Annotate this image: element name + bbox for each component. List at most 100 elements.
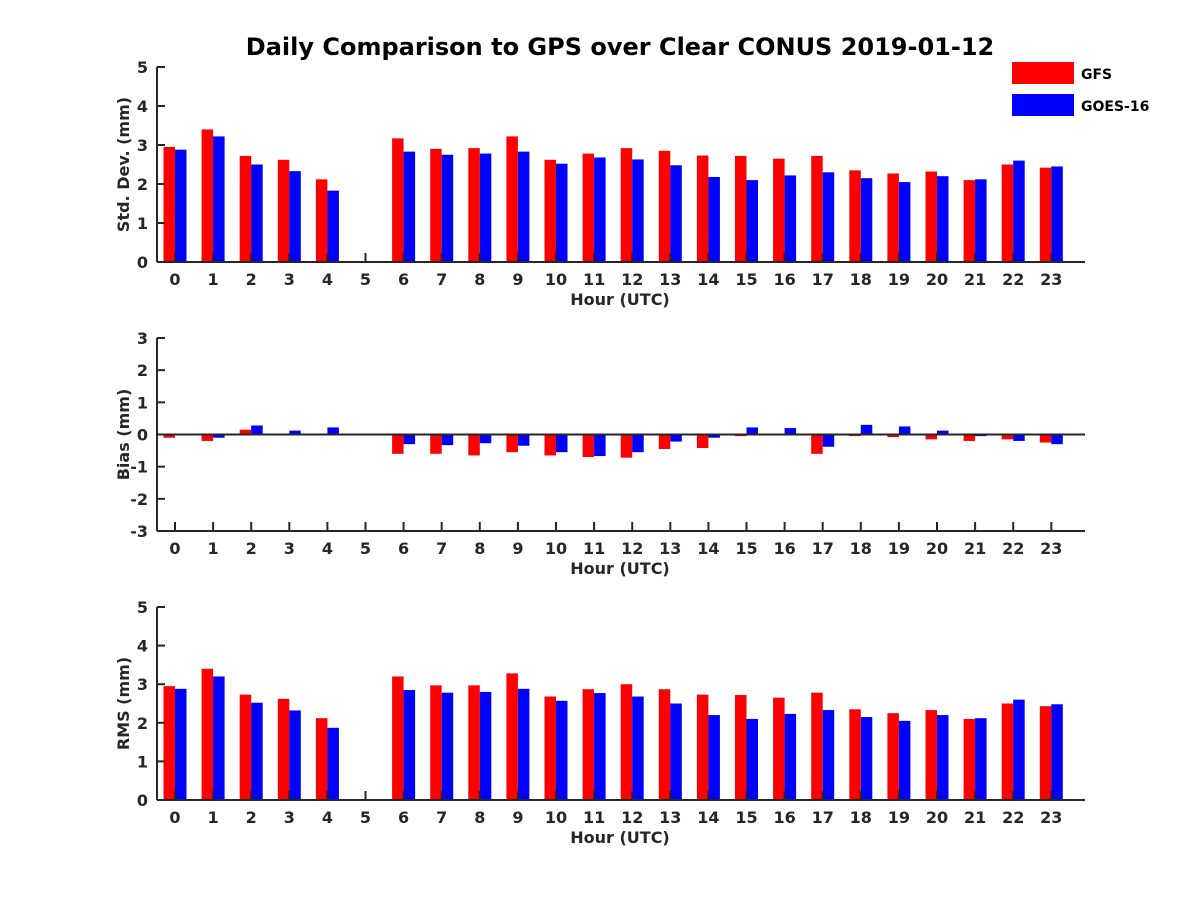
bar-gfs-hour-6 (392, 138, 404, 262)
x-tick-label: 7 (436, 808, 447, 827)
bar-goes-16-hour-21 (975, 718, 987, 800)
bar-goes-16-hour-18 (860, 178, 873, 262)
x-tick-label: 12 (621, 270, 643, 289)
x-tick-label: 16 (773, 808, 795, 827)
bar-gfs-hour-6 (392, 676, 404, 800)
bar-goes-16-hour-9 (517, 434, 530, 446)
y-tick-label: 3 (137, 329, 148, 348)
x-tick-label: 17 (812, 539, 834, 558)
bar-gfs-hour-9 (506, 673, 518, 800)
bar-gfs-hour-19 (887, 173, 899, 262)
y-axis-label: Std. Dev. (mm) (114, 97, 133, 232)
bar-gfs-hour-15 (735, 695, 747, 800)
bar-gfs-hour-0 (163, 146, 175, 262)
bar-gfs-hour-13 (658, 689, 671, 800)
x-tick-label: 0 (169, 270, 180, 289)
bar-goes-16-hour-4 (327, 190, 339, 262)
bar-goes-16-hour-17 (822, 434, 835, 447)
x-tick-label: 2 (246, 808, 257, 827)
x-tick-label: 8 (474, 808, 485, 827)
bar-gfs-hour-10 (544, 696, 556, 800)
bar-gfs-hour-21 (963, 180, 976, 262)
bar-gfs-hour-0 (163, 434, 175, 438)
bar-gfs-hour-12 (620, 148, 633, 262)
legend-label: GFS (1081, 67, 1112, 83)
y-tick-label: 5 (137, 58, 148, 77)
bar-gfs-hour-12 (620, 684, 633, 800)
x-tick-label: 18 (850, 808, 872, 827)
bar-gfs-hour-11 (582, 434, 595, 458)
x-tick-label: 1 (208, 808, 219, 827)
bar-goes-16-hour-3 (289, 710, 301, 800)
bar-gfs-hour-8 (468, 434, 480, 456)
y-tick-label: 2 (137, 361, 148, 380)
x-tick-label: 8 (474, 539, 485, 558)
x-tick-label: 5 (360, 270, 371, 289)
y-tick-label: 4 (137, 637, 148, 656)
x-tick-label: 21 (964, 808, 986, 827)
y-tick-label: 0 (137, 426, 148, 445)
bar-goes-16-hour-19 (898, 426, 911, 435)
bar-goes-16-hour-13 (670, 165, 682, 262)
x-axis-label: Hour (UTC) (570, 290, 670, 309)
bar-goes-16-hour-8 (479, 434, 492, 444)
x-tick-label: 3 (284, 539, 295, 558)
bar-gfs-hour-22 (1001, 164, 1014, 262)
x-tick-label: 17 (812, 270, 834, 289)
bar-goes-16-hour-19 (898, 182, 911, 262)
x-tick-label: 22 (1002, 539, 1024, 558)
bar-goes-16-hour-12 (632, 159, 644, 262)
x-axis-label: Hour (UTC) (570, 559, 670, 578)
bar-goes-16-hour-2 (251, 164, 263, 262)
y-tick-label: 5 (137, 598, 148, 617)
bar-goes-16-hour-2 (251, 702, 263, 800)
bar-gfs-hour-4 (315, 179, 328, 262)
bar-goes-16-hour-22 (1013, 160, 1025, 262)
bar-gfs-hour-14 (696, 434, 709, 449)
x-tick-label: 14 (697, 539, 719, 558)
bar-gfs-hour-20 (925, 171, 937, 262)
bar-gfs-hour-11 (582, 153, 595, 262)
bar-gfs-hour-19 (887, 434, 899, 438)
bar-goes-16-hour-23 (1051, 704, 1063, 800)
bar-gfs-hour-18 (849, 709, 861, 800)
bar-goes-16-hour-20 (937, 176, 949, 262)
bar-gfs-hour-14 (696, 155, 709, 262)
x-tick-label: 20 (926, 270, 948, 289)
bar-gfs-hour-8 (468, 685, 480, 800)
bar-gfs-hour-1 (201, 434, 214, 441)
bar-gfs-hour-7 (430, 434, 442, 454)
x-tick-label: 18 (850, 539, 872, 558)
x-tick-label: 4 (322, 270, 333, 289)
bar-goes-16-hour-8 (479, 153, 492, 262)
bar-goes-16-hour-12 (632, 434, 644, 453)
x-tick-label: 16 (773, 270, 795, 289)
bar-gfs-hour-17 (811, 155, 823, 262)
bar-goes-16-hour-11 (594, 157, 606, 262)
x-tick-label: 14 (697, 808, 719, 827)
y-tick-label: 4 (137, 97, 148, 116)
y-tick-label: 1 (137, 752, 148, 771)
x-tick-label: 21 (964, 539, 986, 558)
bar-goes-16-hour-1 (213, 434, 225, 438)
bar-goes-16-hour-17 (822, 710, 835, 800)
bar-gfs-hour-4 (315, 718, 328, 800)
y-tick-label: -1 (130, 458, 148, 477)
x-tick-label: 23 (1040, 808, 1062, 827)
bar-goes-16-hour-13 (670, 703, 682, 800)
x-tick-label: 10 (545, 808, 567, 827)
x-tick-label: 1 (208, 270, 219, 289)
x-axis-label: Hour (UTC) (570, 828, 670, 847)
x-tick-label: 15 (735, 539, 757, 558)
bar-gfs-hour-7 (430, 148, 442, 262)
x-tick-label: 6 (398, 808, 409, 827)
y-axis-label: RMS (mm) (114, 657, 133, 750)
bar-goes-16-hour-0 (175, 149, 187, 262)
x-tick-label: 5 (360, 539, 371, 558)
x-tick-label: 7 (436, 539, 447, 558)
y-tick-label: 0 (137, 791, 148, 810)
bar-gfs-hour-11 (582, 689, 595, 800)
